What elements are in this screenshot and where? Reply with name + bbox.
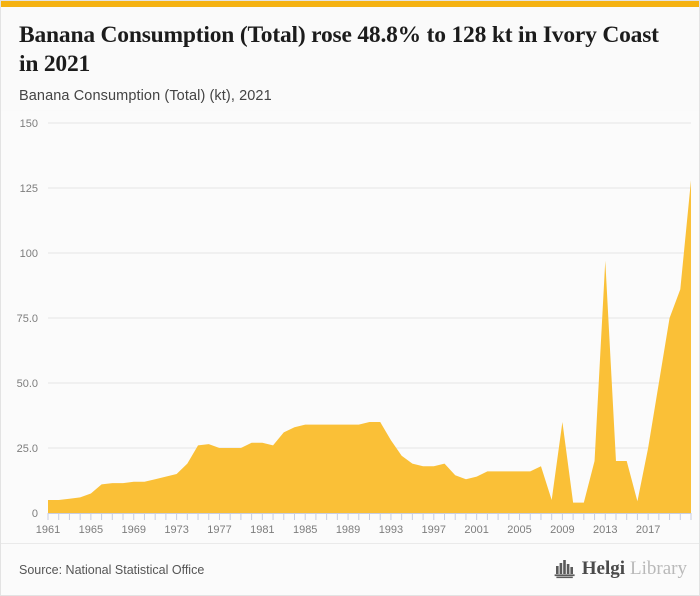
top-accent-bar — [1, 1, 699, 7]
x-tick-label: 1981 — [250, 524, 274, 536]
page-title: Banana Consumption (Total) rose 48.8% to… — [19, 22, 659, 77]
x-axis-ticks — [47, 513, 692, 520]
x-tick-label: 1965 — [79, 524, 103, 536]
chart-header: Banana Consumption (Total) rose 48.8% to… — [1, 7, 699, 111]
y-tick-label: 50.0 — [17, 378, 38, 390]
y-tick-label: 150 — [20, 118, 38, 130]
helgi-library-logo[interactable]: Helgi Library — [554, 558, 687, 579]
bar-chart-building-icon — [554, 560, 575, 579]
x-tick-label: 1977 — [207, 524, 231, 536]
x-tick-label: 2001 — [464, 524, 488, 536]
x-tick-label: 2017 — [636, 524, 660, 536]
x-tick-label: 2005 — [507, 524, 531, 536]
x-tick-label: 1989 — [336, 524, 360, 536]
x-tick-label: 1969 — [121, 524, 145, 536]
logo-text-secondary: Library — [630, 558, 687, 579]
y-tick-label: 0 — [32, 508, 38, 520]
source-note: Source: National Statistical Office — [19, 563, 205, 577]
x-axis-tick-labels: 1961 1965 1969 1973 1977 1981 1985 1989 1993 1997… — [36, 524, 661, 536]
area-series-banana-consumption — [48, 180, 691, 513]
y-tick-label: 75.0 — [17, 313, 38, 325]
x-tick-label: 2009 — [550, 524, 574, 536]
x-tick-label: 1973 — [164, 524, 188, 536]
chart-footer: Source: National Statistical Office Helg… — [1, 543, 699, 595]
x-tick-label: 1985 — [293, 524, 317, 536]
y-tick-label: 100 — [20, 248, 38, 260]
logo-text-primary: Helgi — [581, 558, 626, 579]
x-tick-label: 1993 — [379, 524, 403, 536]
x-tick-label: 1961 — [36, 524, 60, 536]
chart-subtitle: Banana Consumption (Total) (kt), 2021 — [19, 88, 272, 104]
y-tick-label: 125 — [20, 183, 38, 195]
y-tick-label: 25.0 — [17, 443, 38, 455]
x-tick-label: 2013 — [593, 524, 617, 536]
x-tick-label: 1997 — [422, 524, 446, 536]
plot-area: 0 25.0 50.0 75.0 100 125 150 1961 1965 1969 1973 1… — [1, 111, 699, 543]
y-axis-tick-labels: 0 25.0 50.0 75.0 100 125 150 — [17, 118, 38, 520]
